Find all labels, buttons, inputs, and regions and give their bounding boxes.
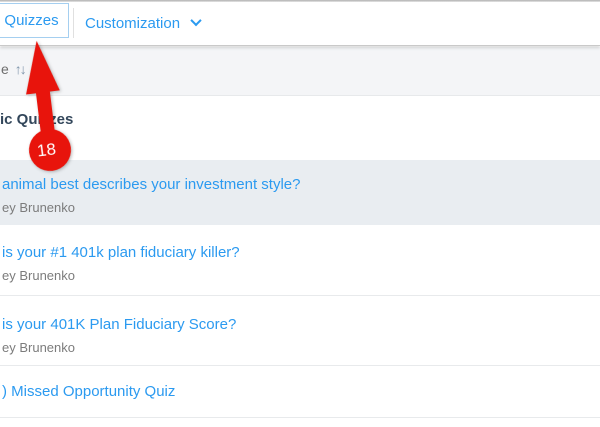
tab-quizzes[interactable]: Quizzes	[0, 3, 69, 38]
sort-arrows-icon: ↑↓	[14, 61, 27, 77]
quiz-author: ey Brunenko	[2, 268, 75, 283]
quiz-title-link[interactable]: animal best describes your investment st…	[2, 176, 301, 193]
quiz-title-link[interactable]: is your 401K Plan Fiduciary Score?	[2, 316, 237, 333]
quiz-title-link[interactable]: is your #1 401k plan fiduciary killer?	[2, 244, 240, 261]
quiz-author: ey Brunenko	[2, 340, 75, 355]
tab-separator	[73, 8, 74, 38]
tab-customization-label: Customization	[85, 15, 181, 32]
quiz-title-link[interactable]: ) Missed Opportunity Quiz	[2, 383, 176, 400]
window-top-border	[0, 0, 600, 2]
quiz-author: ey Brunenko	[2, 200, 75, 215]
quiz-list-item[interactable]: is your 401K Plan Fiduciary Score? ey Br…	[0, 296, 600, 366]
tab-bar: Quizzes Customization	[0, 2, 600, 46]
quiz-list-item[interactable]: is your #1 401k plan fiduciary killer? e…	[0, 225, 600, 296]
quiz-list-item[interactable]: ) Missed Opportunity Quiz	[0, 366, 600, 418]
quiz-list-item-selected[interactable]: animal best describes your investment st…	[0, 160, 600, 225]
list-toolbar: e ↑↓	[0, 47, 600, 96]
tab-customization[interactable]: Customization	[85, 2, 202, 45]
annotation-step-number: 18	[35, 139, 58, 161]
sort-label-fragment: e	[1, 61, 9, 77]
chevron-down-icon	[190, 14, 202, 26]
arrow-head-icon	[19, 38, 60, 95]
section-heading: ic Quizzes	[0, 111, 74, 128]
sort-control[interactable]: e ↑↓	[1, 61, 27, 77]
annotation-step-badge: 18	[26, 126, 74, 174]
tab-quizzes-label: Quizzes	[4, 12, 59, 29]
